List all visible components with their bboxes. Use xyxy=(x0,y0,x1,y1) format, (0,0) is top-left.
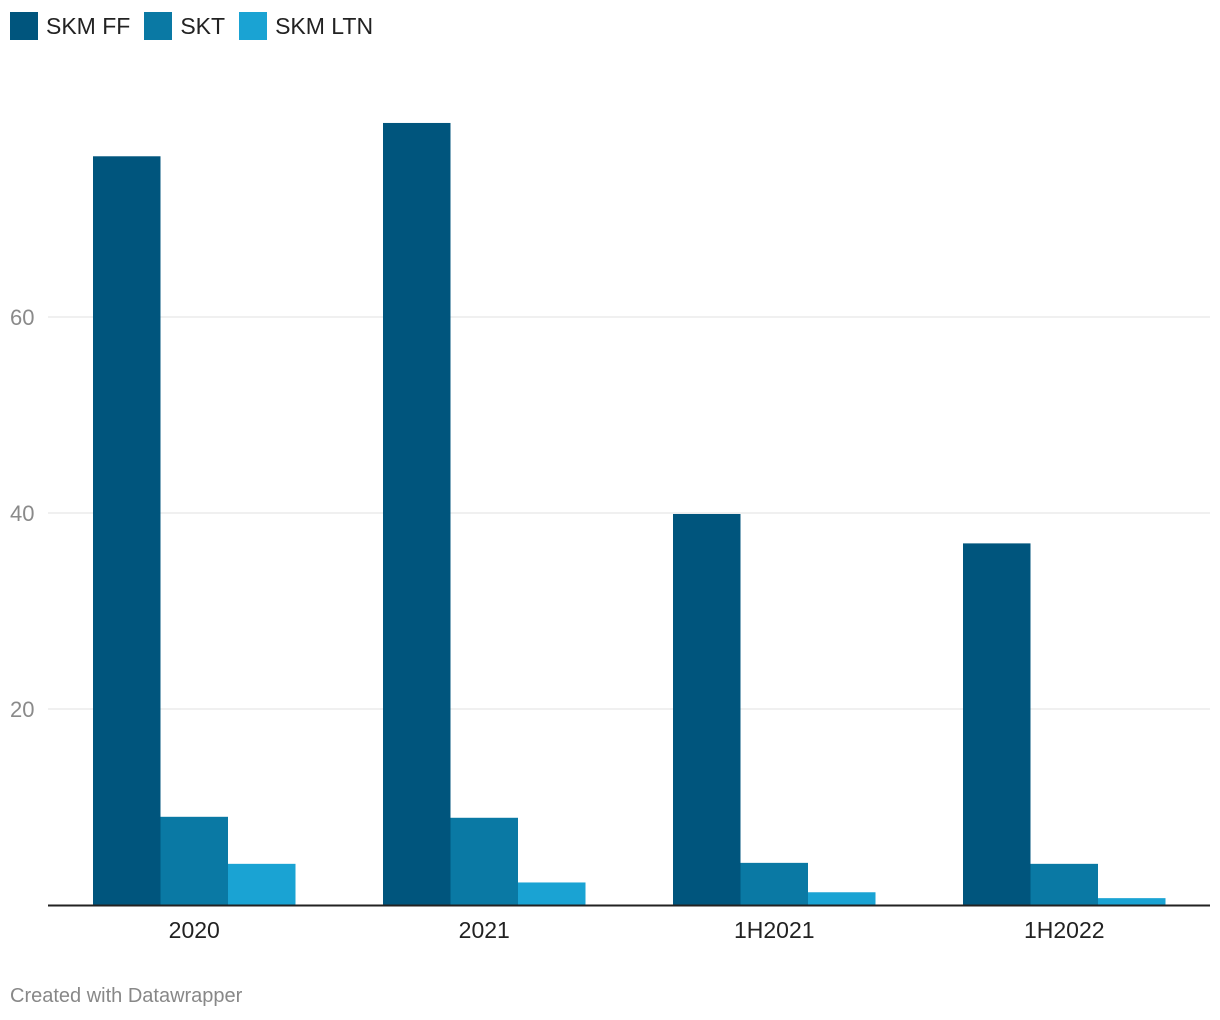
bar-skt-1h2021 xyxy=(740,862,808,905)
x-tick-label-1h2021: 1H2021 xyxy=(734,917,815,943)
legend-swatch-skm-ltn xyxy=(239,12,268,40)
axis-layer: 2020 2021 1H2021 1H2022 xyxy=(48,904,1210,943)
legend: SKM FF SKT SKM LTN xyxy=(10,10,387,42)
footer-credit: Created with Datawrapper xyxy=(10,985,243,1007)
legend-label-skt: SKT xyxy=(180,12,226,39)
bar-chart: 20 40 60 2020 2021 1H2021 1H2022 xyxy=(10,122,1210,943)
bar-skm-ff-2021 xyxy=(383,122,451,905)
legend-swatch-skt xyxy=(144,12,173,40)
legend-swatch-skm-ff xyxy=(10,12,38,40)
bar-skm-ff-1h2022 xyxy=(963,543,1031,905)
bar-skm-ff-1h2021 xyxy=(673,513,741,905)
legend-item-skt: SKT xyxy=(144,12,225,40)
legend-label-skm-ltn: SKM LTN xyxy=(275,12,374,39)
legend-item-skm-ff: SKM FF xyxy=(10,12,130,40)
x-tick-label-1h2022: 1H2022 xyxy=(1024,917,1105,943)
bar-skm-ltn-2021 xyxy=(518,882,586,905)
bar-skm-ff-2020 xyxy=(93,156,161,905)
legend-label-skm-ff: SKM FF xyxy=(46,12,131,39)
bar-layer xyxy=(93,122,1166,905)
x-tick-label-2021: 2021 xyxy=(459,917,510,943)
y-tick-label-40: 40 xyxy=(10,501,34,526)
bar-skt-2020 xyxy=(160,816,228,905)
bar-skm-ltn-1h2022 xyxy=(1098,898,1166,905)
bar-skt-2021 xyxy=(450,817,518,905)
y-tick-label-20: 20 xyxy=(10,697,34,722)
y-tick-label-60: 60 xyxy=(10,305,34,330)
bar-skt-1h2022 xyxy=(1030,863,1098,905)
bar-skm-ltn-1h2021 xyxy=(808,892,876,905)
x-tick-label-2020: 2020 xyxy=(169,917,220,943)
legend-item-skm-ltn: SKM LTN xyxy=(239,12,373,40)
bar-skm-ltn-2020 xyxy=(228,863,296,905)
